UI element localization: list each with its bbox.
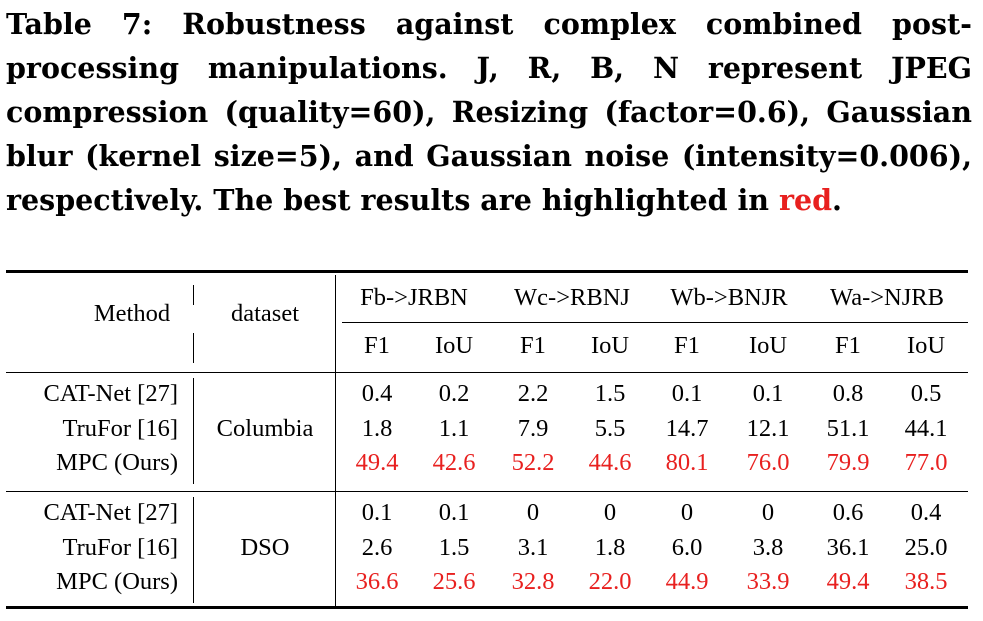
table-caption: Table 7: Robustness against complex comb… xyxy=(6,2,972,222)
method-divider-top xyxy=(193,285,194,305)
value-cell: 44.1 xyxy=(904,414,948,442)
subcolumn-header: F1 xyxy=(364,332,390,359)
column-group-header: Fb->JRBN xyxy=(360,284,468,311)
method-cell: CAT-Net [27] xyxy=(43,380,178,407)
value-cell: 44.6 xyxy=(588,449,632,476)
value-cell: 0.2 xyxy=(438,380,470,407)
value-cell: 79.9 xyxy=(826,449,870,476)
section-divider-rule xyxy=(6,491,968,492)
value-cell: 14.7 xyxy=(665,414,709,442)
dataset-divider-head xyxy=(335,275,336,372)
value-cell: 36.1 xyxy=(826,533,870,561)
column-group-header: Wb->BNJR xyxy=(670,284,788,311)
value-cell: 5.5 xyxy=(594,414,626,442)
value-cell: 0.6 xyxy=(832,499,864,526)
value-cell: 44.9 xyxy=(665,568,709,595)
value-cell: 0.1 xyxy=(671,380,703,407)
table-bottom-rule xyxy=(6,606,968,609)
value-cell: 0.1 xyxy=(361,499,393,526)
dataset-cell: Columbia xyxy=(216,414,314,442)
value-cell: 0 xyxy=(603,499,617,526)
value-cell: 0 xyxy=(680,499,694,526)
method-cell: CAT-Net [27] xyxy=(43,499,178,526)
value-cell: 80.1 xyxy=(665,449,709,476)
value-cell: 0.4 xyxy=(361,380,393,407)
value-cell: 76.0 xyxy=(746,449,790,476)
method-divider-mid xyxy=(193,333,194,363)
value-cell: 25.6 xyxy=(432,568,476,595)
value-cell: 0 xyxy=(526,499,540,526)
value-cell: 0 xyxy=(761,499,775,526)
value-cell: 0.1 xyxy=(752,380,784,407)
value-cell: 33.9 xyxy=(746,568,790,595)
header-bottom-rule xyxy=(6,372,968,373)
value-cell: 49.4 xyxy=(826,568,870,595)
value-cell: 0.5 xyxy=(910,380,942,407)
caption-text: Table 7: Robustness against complex comb… xyxy=(6,7,972,217)
dataset-divider-sec1 xyxy=(335,372,336,491)
dataset-divider-sec2 xyxy=(335,491,336,606)
group-underline xyxy=(342,322,968,323)
column-group-header: Wa->NJRB xyxy=(830,284,944,311)
value-cell: 0.1 xyxy=(438,499,470,526)
caption-period: . xyxy=(832,183,842,217)
value-cell: 1.8 xyxy=(594,533,626,561)
caption-red-word: red xyxy=(778,183,833,217)
value-cell: 52.2 xyxy=(511,449,555,476)
value-cell: 1.8 xyxy=(361,414,393,442)
value-cell: 7.9 xyxy=(517,414,549,442)
value-cell: 25.0 xyxy=(904,533,948,561)
value-cell: 2.6 xyxy=(361,533,393,561)
value-cell: 77.0 xyxy=(904,449,948,476)
value-cell: 12.1 xyxy=(746,414,790,442)
method-divider-sec2 xyxy=(193,497,194,603)
subcolumn-header: F1 xyxy=(520,332,546,359)
value-cell: 3.8 xyxy=(752,533,784,561)
subcolumn-header: F1 xyxy=(835,332,861,359)
value-cell: 1.5 xyxy=(438,533,470,561)
value-cell: 36.6 xyxy=(355,568,399,595)
value-cell: 2.2 xyxy=(517,380,549,407)
value-cell: 1.5 xyxy=(594,380,626,407)
method-cell: MPC (Ours) xyxy=(56,568,178,595)
value-cell: 51.1 xyxy=(826,414,870,442)
subcolumn-header: IoU xyxy=(434,332,474,359)
dataset-cell: DSO xyxy=(240,533,290,561)
value-cell: 0.4 xyxy=(910,499,942,526)
value-cell: 6.0 xyxy=(671,533,703,561)
value-cell: 3.1 xyxy=(517,533,549,561)
table-top-rule xyxy=(6,270,968,273)
header-method: Method xyxy=(93,300,171,327)
value-cell: 49.4 xyxy=(355,449,399,476)
column-group-header: Wc->RBNJ xyxy=(514,284,630,311)
value-cell: 38.5 xyxy=(904,568,948,595)
value-cell: 22.0 xyxy=(588,568,632,595)
value-cell: 42.6 xyxy=(432,449,476,476)
method-divider-sec1 xyxy=(193,378,194,484)
subcolumn-header: F1 xyxy=(674,332,700,359)
method-cell: TruFor [16] xyxy=(62,533,179,561)
subcolumn-header: IoU xyxy=(906,332,946,359)
method-cell: TruFor [16] xyxy=(62,414,179,442)
value-cell: 32.8 xyxy=(511,568,555,595)
subcolumn-header: IoU xyxy=(748,332,788,359)
value-cell: 0.8 xyxy=(832,380,864,407)
value-cell: 1.1 xyxy=(438,414,470,442)
method-cell: MPC (Ours) xyxy=(56,449,178,476)
subcolumn-header: IoU xyxy=(590,332,630,359)
header-dataset: dataset xyxy=(230,300,300,327)
